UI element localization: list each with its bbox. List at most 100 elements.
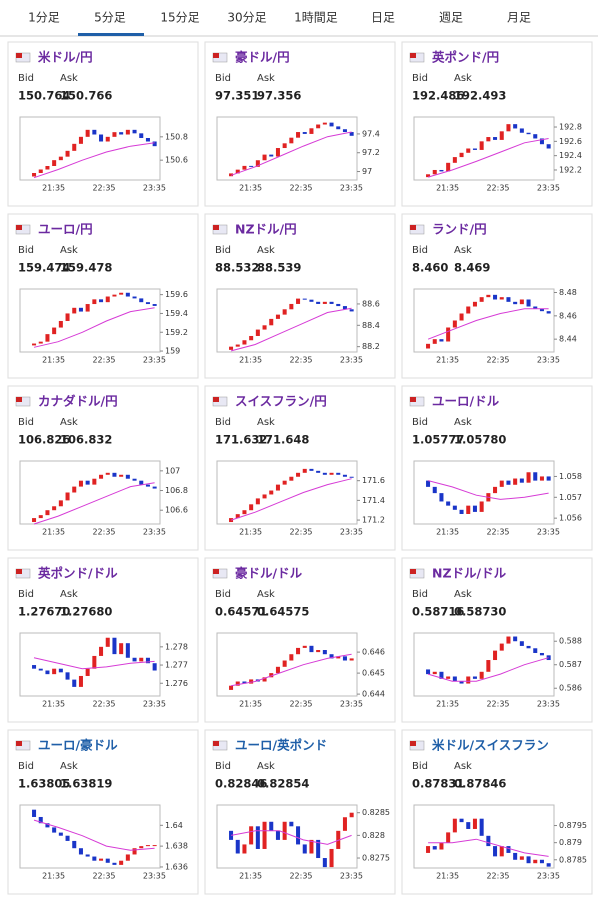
candle xyxy=(533,134,538,139)
bid-value: 97.351 xyxy=(215,89,259,103)
candle xyxy=(52,327,57,335)
tab[interactable]: 1分足 xyxy=(28,11,60,25)
candle xyxy=(459,313,464,321)
x-tick-label: 23:35 xyxy=(340,356,363,365)
bid-value: 0.64571 xyxy=(215,605,267,619)
candle xyxy=(152,845,157,847)
x-tick-label: 22:35 xyxy=(92,700,115,709)
x-tick-label: 21:35 xyxy=(239,700,262,709)
rate-card[interactable]: ランド/円 Bid Ask 8.460 8.469 8.44 8.46 8.48 21:35 22… xyxy=(401,213,593,379)
candle xyxy=(322,650,327,655)
candle xyxy=(38,668,43,671)
ask-label: Ask xyxy=(257,417,275,428)
candle xyxy=(105,472,110,475)
candle xyxy=(519,856,524,860)
candle xyxy=(342,306,347,310)
bid-value: 0.82846 xyxy=(215,777,267,791)
bid-label: Bid xyxy=(412,245,428,256)
y-tick-label: 0.646 xyxy=(362,648,385,657)
candle xyxy=(349,309,354,312)
ask-value: 8.469 xyxy=(454,261,490,275)
bid-label: Bid xyxy=(18,761,34,772)
tab[interactable]: 週足 xyxy=(439,11,463,25)
candle xyxy=(539,308,544,312)
x-tick-label: 22:35 xyxy=(289,700,312,709)
candle xyxy=(65,492,70,501)
moving-average xyxy=(33,307,155,348)
y-tick-label: 192.2 xyxy=(559,165,582,174)
ask-value: 1.27680 xyxy=(60,605,112,619)
y-tick-label: 150.6 xyxy=(165,156,188,165)
ask-value: 192.493 xyxy=(454,89,506,103)
x-tick-label: 22:35 xyxy=(92,356,115,365)
candle xyxy=(466,306,471,314)
candle xyxy=(45,510,50,516)
moving-average xyxy=(33,142,155,179)
flag-mark xyxy=(410,741,416,746)
tab[interactable]: 15分足 xyxy=(160,11,199,25)
pair-name: ユーロ/豪ドル xyxy=(38,738,118,753)
bid-label: Bid xyxy=(18,245,34,256)
ask-value: 159.478 xyxy=(60,261,112,275)
candle xyxy=(235,514,240,519)
candle xyxy=(519,641,524,646)
x-tick-label: 21:35 xyxy=(239,184,262,193)
candle xyxy=(32,665,37,669)
ask-value: 0.64575 xyxy=(257,605,309,619)
candle xyxy=(289,137,294,144)
tab[interactable]: 月足 xyxy=(507,11,531,25)
ask-label: Ask xyxy=(454,245,472,256)
candle xyxy=(499,643,504,651)
bid-value: 106.826 xyxy=(18,433,70,447)
candle xyxy=(112,132,117,137)
candle xyxy=(85,129,90,137)
y-tick-label: 192.6 xyxy=(559,137,582,146)
y-tick-label: 159.4 xyxy=(165,309,188,318)
candle xyxy=(513,124,518,129)
x-tick-label: 21:35 xyxy=(42,184,65,193)
candle xyxy=(269,490,274,495)
candle xyxy=(329,301,334,304)
candle xyxy=(269,673,274,678)
y-tick-label: 8.48 xyxy=(559,288,577,297)
ask-label: Ask xyxy=(454,73,472,84)
tab[interactable]: 30分足 xyxy=(227,11,266,25)
y-tick-label: 0.587 xyxy=(559,660,582,669)
tab[interactable]: 1時間足 xyxy=(294,11,338,25)
candle xyxy=(466,148,471,153)
flag-mark xyxy=(16,225,22,230)
ask-label: Ask xyxy=(60,73,78,84)
bid-label: Bid xyxy=(215,761,231,772)
tab[interactable]: 5分足 xyxy=(78,11,144,37)
candle xyxy=(439,671,444,679)
bid-value: 1.63805 xyxy=(18,777,70,791)
candle xyxy=(302,468,307,473)
candle xyxy=(479,141,484,150)
y-tick-label: 8.46 xyxy=(559,311,577,320)
candle xyxy=(466,822,471,829)
candle xyxy=(105,296,110,303)
candle xyxy=(452,505,457,510)
y-tick-label: 88.4 xyxy=(362,321,380,330)
candle xyxy=(546,476,551,481)
tab[interactable]: 日足 xyxy=(371,11,395,25)
candle xyxy=(426,669,431,675)
candle xyxy=(546,655,551,661)
candle xyxy=(349,476,354,478)
candle xyxy=(302,645,307,648)
candle xyxy=(519,128,524,133)
